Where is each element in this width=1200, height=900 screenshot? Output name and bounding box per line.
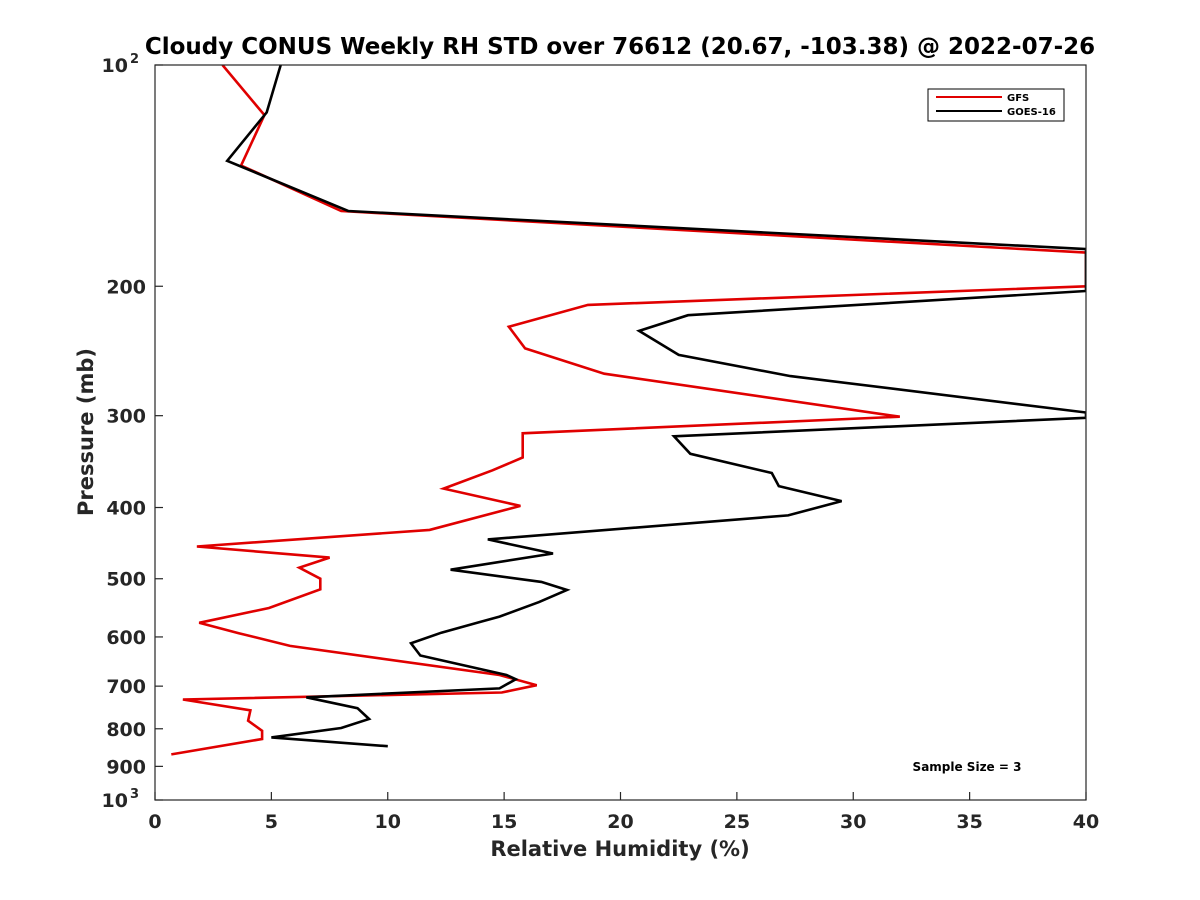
y-tick-label: 400 xyxy=(106,498,146,520)
legend-box xyxy=(927,88,1065,122)
legend: GFS GOES-16 xyxy=(927,88,1065,122)
x-tick-label: 40 xyxy=(1073,811,1099,833)
y-tick-exponent: 2 xyxy=(130,52,139,67)
x-tick-label: 15 xyxy=(491,811,517,833)
x-tick-label: 25 xyxy=(724,811,750,833)
sample-size-annotation: Sample Size = 3 xyxy=(913,760,1022,774)
y-tick-label: 10 xyxy=(102,55,128,77)
x-tick-label: 35 xyxy=(956,811,982,833)
legend-label-goes16: GOES-16 xyxy=(1007,107,1056,118)
series-line-gfs xyxy=(171,65,1086,756)
x-tick-label: 0 xyxy=(148,811,161,833)
y-tick-label: 10 xyxy=(102,790,128,812)
y-tick-exponent: 3 xyxy=(130,787,139,802)
y-tick-label: 900 xyxy=(106,756,146,778)
y-tick-label: 700 xyxy=(106,676,146,698)
x-axis-label: Relative Humidity (%) xyxy=(490,837,749,861)
series-layer xyxy=(171,65,1086,756)
y-tick-label: 300 xyxy=(106,406,146,428)
series-line-goes16 xyxy=(225,65,1086,748)
legend-label-gfs: GFS xyxy=(1007,93,1029,104)
y-axis-label: Pressure (mb) xyxy=(74,348,98,516)
y-tick-label: 600 xyxy=(106,627,146,649)
y-tick-label: 800 xyxy=(106,719,146,741)
x-axis-ticks: 0 5 10 15 20 25 30 35 40 xyxy=(148,792,1099,833)
x-tick-label: 10 xyxy=(375,811,401,833)
chart-title: Cloudy CONUS Weekly RH STD over 76612 (2… xyxy=(145,34,1095,60)
x-tick-label: 5 xyxy=(265,811,278,833)
x-tick-label: 30 xyxy=(840,811,866,833)
y-tick-label: 200 xyxy=(106,276,146,298)
x-tick-label: 20 xyxy=(607,811,633,833)
plot-area-frame xyxy=(154,64,1087,801)
y-tick-label: 500 xyxy=(106,569,146,591)
